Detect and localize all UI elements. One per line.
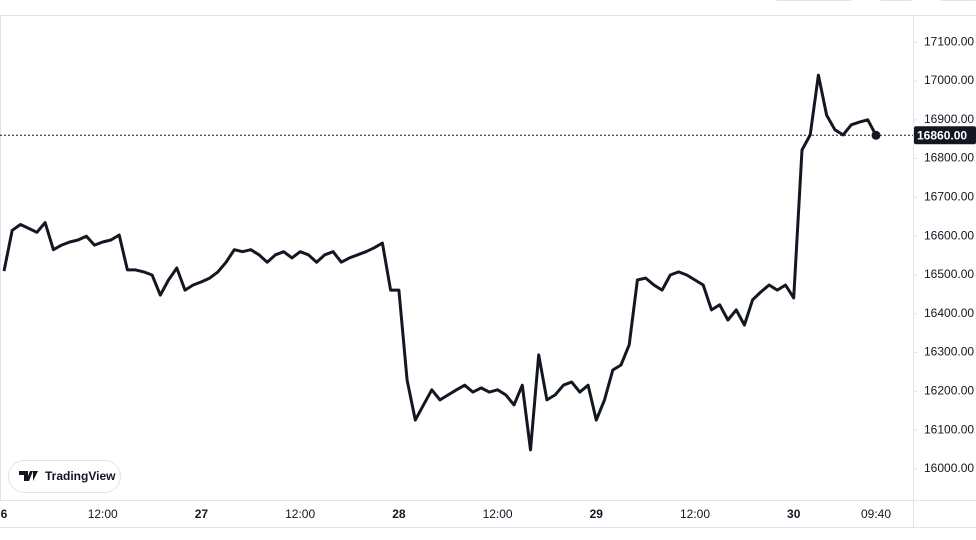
logo — [19, 471, 38, 481]
watermark-badge[interactable] — [8, 460, 121, 493]
x-tick-label: 6 — [1, 507, 8, 521]
y-tick-label: 16200.00 — [924, 384, 974, 398]
toolbar-button[interactable] — [776, 0, 852, 1]
x-tick-label: 28 — [392, 507, 406, 521]
y-tick-label: 16300.00 — [924, 345, 974, 359]
y-tick-label: 16100.00 — [924, 422, 974, 436]
y-tick-label: 16000.00 — [924, 461, 974, 475]
last-price-badge — [914, 126, 976, 145]
toolbar-button[interactable] — [880, 0, 912, 1]
toolbar-button[interactable] — [940, 0, 976, 1]
price-line — [2, 73, 878, 452]
y-tick-label: 16800.00 — [924, 151, 974, 165]
watermark[interactable]: TradingView — [8, 460, 121, 493]
last-point — [871, 130, 881, 140]
x-tick-label: 30 — [787, 507, 801, 521]
watermark-text: TradingView — [45, 469, 116, 483]
x-tick-label: 12:00 — [483, 507, 513, 521]
y-tick-label: 16900.00 — [924, 112, 974, 126]
y-tick-label: 16400.00 — [924, 306, 974, 320]
x-tick-label: 12:00 — [680, 507, 710, 521]
x-tick-label: 09:40 — [861, 507, 891, 521]
y-tick-label: 16600.00 — [924, 228, 974, 242]
last-price-label: 16860.00 — [917, 128, 967, 142]
x-tick-label: 12:00 — [88, 507, 118, 521]
y-tick-label: 17000.00 — [924, 73, 974, 87]
y-tick-label: 17100.00 — [924, 34, 974, 48]
plot-area — [0, 73, 913, 452]
y-tick-label: 16700.00 — [924, 190, 974, 204]
x-tick-label: 29 — [590, 507, 604, 521]
x-tick-label: 27 — [195, 507, 209, 521]
x-tick-label: 12:00 — [285, 507, 315, 521]
y-tick-label: 16500.00 — [924, 267, 974, 281]
